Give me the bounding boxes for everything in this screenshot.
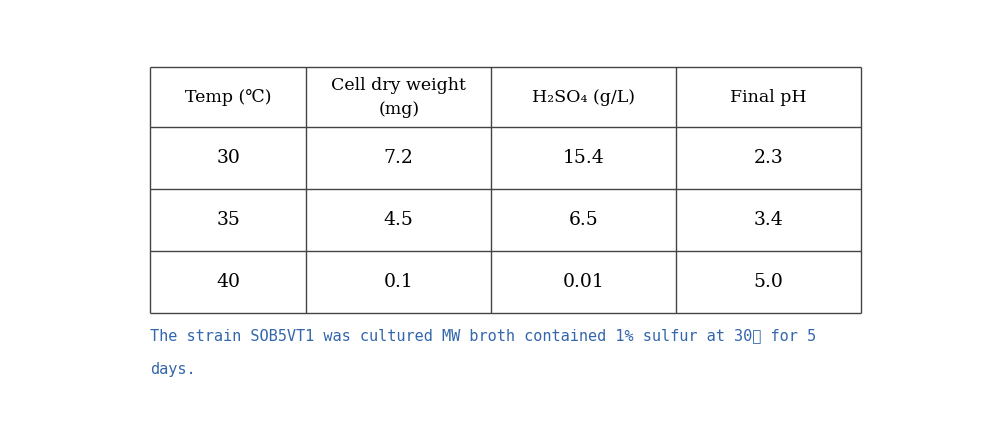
Text: 0.01: 0.01 [563, 272, 604, 291]
Text: 40: 40 [216, 272, 241, 291]
Text: 7.2: 7.2 [384, 149, 414, 167]
Text: Cell dry weight
(mg): Cell dry weight (mg) [331, 77, 466, 118]
Text: days.: days. [150, 362, 195, 377]
Text: 3.4: 3.4 [753, 211, 783, 229]
Text: Temp (℃): Temp (℃) [185, 89, 271, 106]
Text: 15.4: 15.4 [563, 149, 604, 167]
Text: 5.0: 5.0 [753, 272, 783, 291]
Text: 4.5: 4.5 [384, 211, 414, 229]
Text: H₂SO₄ (g/L): H₂SO₄ (g/L) [532, 89, 635, 106]
Text: 0.1: 0.1 [384, 272, 413, 291]
Text: 30: 30 [216, 149, 241, 167]
Text: Final pH: Final pH [730, 89, 807, 106]
Text: 6.5: 6.5 [569, 211, 599, 229]
Text: 2.3: 2.3 [753, 149, 783, 167]
Text: 35: 35 [216, 211, 241, 229]
Text: The strain SOB5VT1 was cultured MW broth contained 1% sulfur at 30℃ for 5: The strain SOB5VT1 was cultured MW broth… [150, 328, 816, 344]
